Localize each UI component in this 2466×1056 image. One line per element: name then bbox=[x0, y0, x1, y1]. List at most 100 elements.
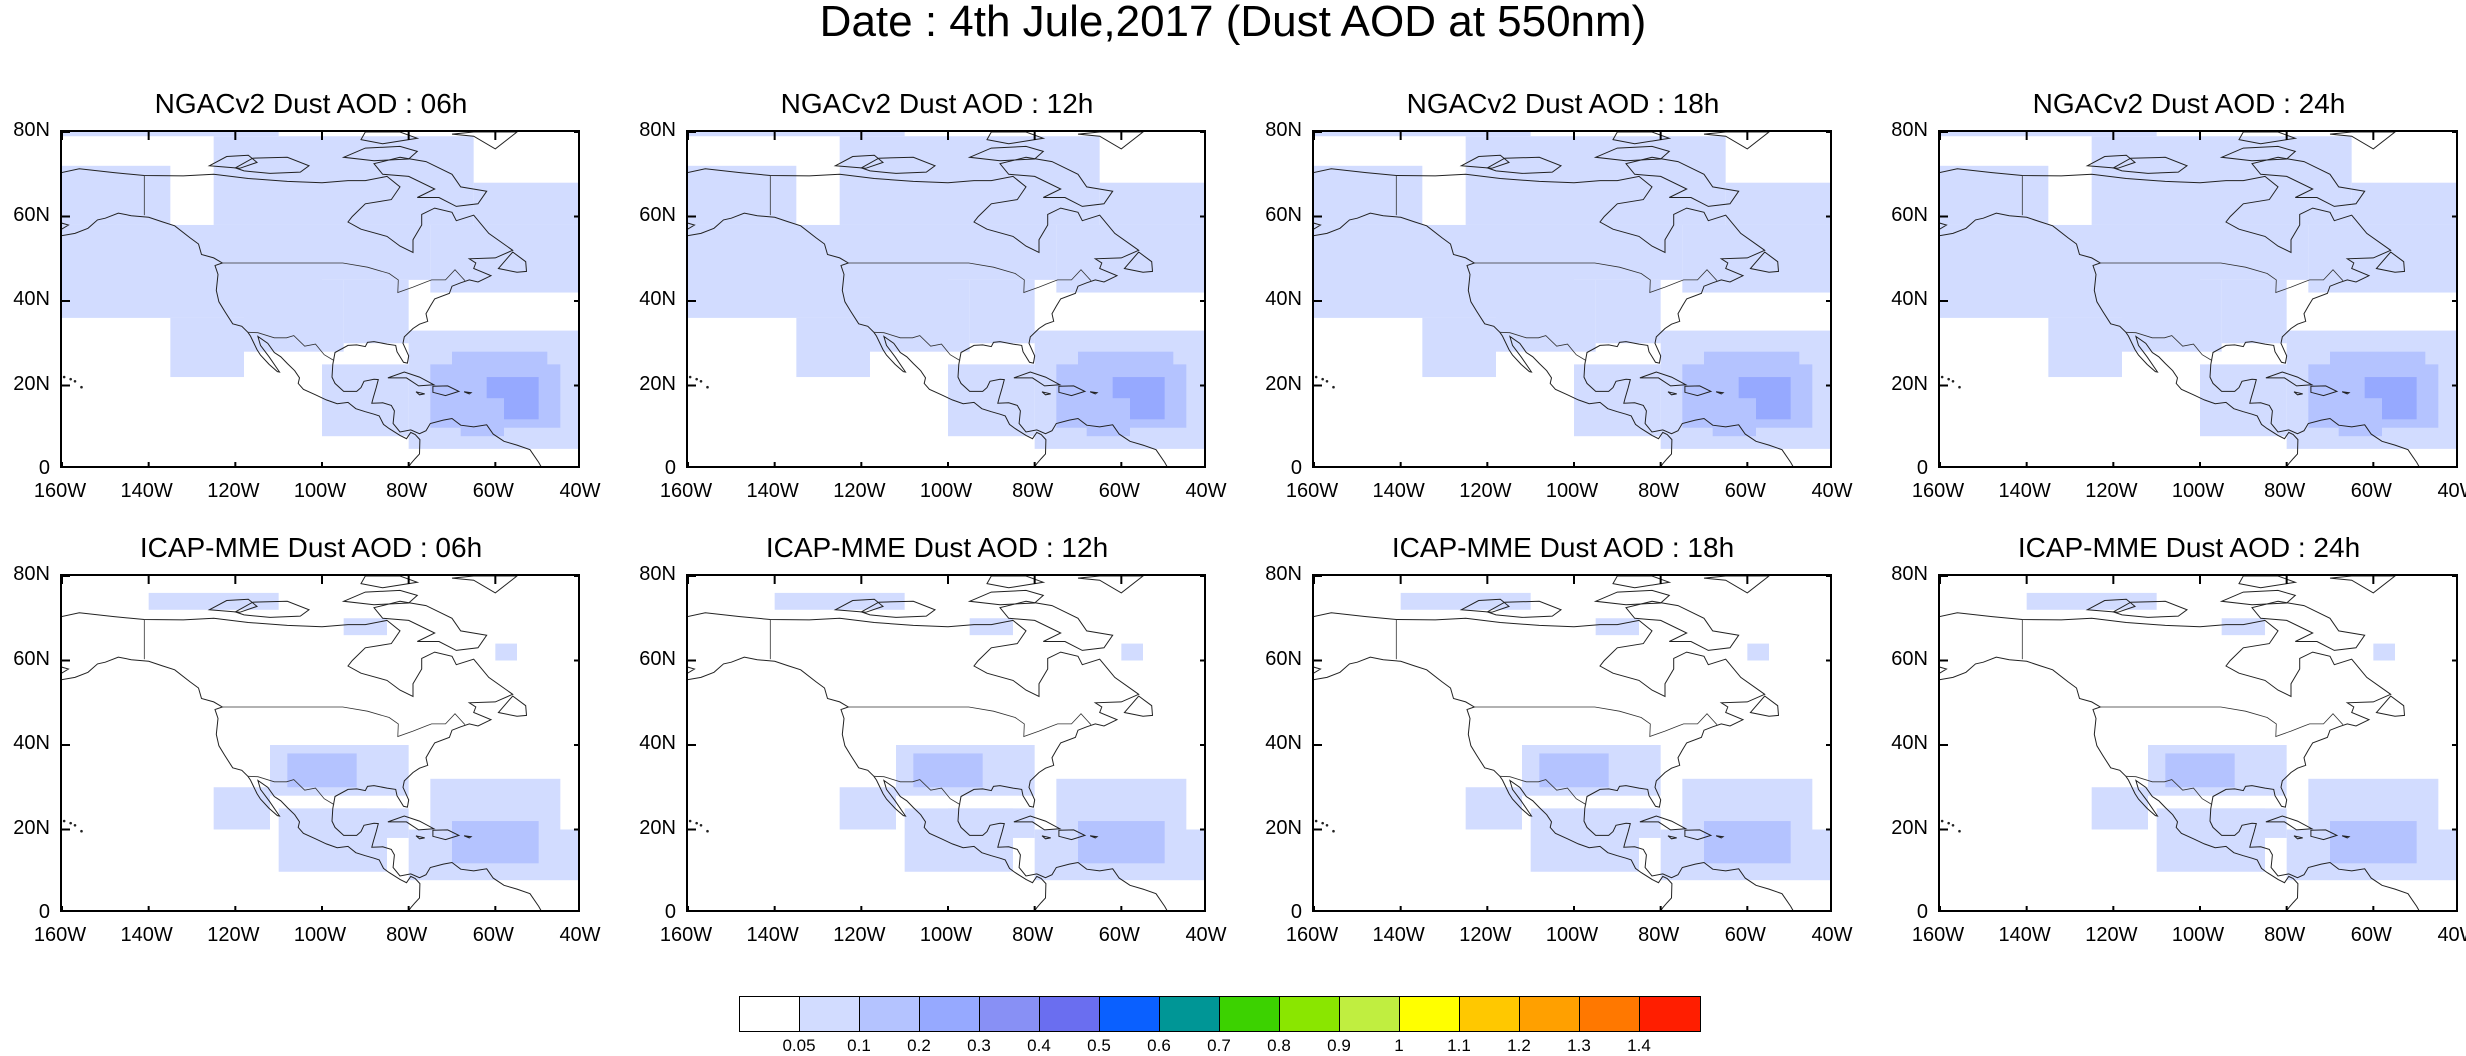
island-outline bbox=[1486, 600, 1563, 618]
lon-label: 40W bbox=[1185, 924, 1227, 946]
aod-cell bbox=[1940, 132, 2157, 137]
colorbar-swatch bbox=[800, 997, 860, 1031]
island-outline bbox=[1612, 132, 1672, 145]
aod-cell bbox=[2252, 753, 2278, 779]
country-border bbox=[247, 775, 335, 805]
island-outline bbox=[1639, 815, 1688, 831]
aod-cell bbox=[343, 618, 387, 636]
panel-title: ICAP-MME Dust AOD : 24h bbox=[2017, 532, 2361, 563]
lat-label: 80N bbox=[13, 119, 50, 141]
island-outline bbox=[2265, 815, 2314, 831]
country-border bbox=[848, 706, 1092, 738]
map-plot-area bbox=[686, 574, 1206, 912]
lat-label: 80N bbox=[1265, 119, 1302, 141]
hawaii-island bbox=[62, 375, 66, 379]
lon-label: 120W bbox=[833, 480, 886, 502]
hawaii-island bbox=[706, 829, 709, 833]
dust-aod-map bbox=[1314, 576, 1830, 910]
lat-label: 60N bbox=[1265, 647, 1302, 670]
colorbar-label: 0.4 bbox=[1027, 1036, 1051, 1055]
lon-label: 160W bbox=[1911, 480, 1965, 502]
colorbar-label: 0.2 bbox=[907, 1036, 931, 1055]
lat-label: 40N bbox=[1891, 732, 1928, 754]
aod-cell bbox=[170, 317, 244, 378]
lon-label: 80W bbox=[2264, 480, 2306, 502]
aod-cell bbox=[1078, 821, 1165, 864]
aod-cell bbox=[1496, 279, 1596, 352]
lat-label: 60N bbox=[1891, 203, 1928, 226]
aod-cell bbox=[1121, 643, 1143, 661]
lon-label: 40W bbox=[1811, 480, 1853, 502]
colorbar-swatch bbox=[1460, 997, 1520, 1031]
aod-cell bbox=[1465, 787, 1522, 830]
lat-label: 20N bbox=[1265, 372, 1302, 395]
lat-label: 60N bbox=[639, 203, 676, 226]
hawaii-island bbox=[1314, 375, 1318, 379]
dust-aod-map bbox=[1940, 132, 2456, 466]
coastline bbox=[62, 612, 542, 910]
aod-cell bbox=[1056, 224, 1204, 293]
map-panel: ICAP-MME Dust AOD : 12h 80N 60N 40N 20N 0 160W… bbox=[626, 532, 1248, 952]
island-outline bbox=[2219, 145, 2297, 162]
island-outline bbox=[999, 600, 1114, 651]
map-plot-area bbox=[1938, 130, 2458, 468]
aod-cell bbox=[244, 279, 344, 352]
aod-cell bbox=[473, 182, 578, 225]
lon-label: 120W bbox=[1459, 480, 1512, 502]
lat-label: 40N bbox=[13, 288, 50, 310]
island-outline bbox=[432, 829, 461, 841]
lon-label: 80W bbox=[386, 924, 428, 946]
hawaii-island bbox=[706, 385, 709, 389]
country-border bbox=[1499, 775, 1587, 805]
country-border bbox=[2125, 331, 2213, 361]
colorbar-label: 0.1 bbox=[847, 1036, 871, 1055]
colorbar-swatch bbox=[1640, 997, 1700, 1031]
lat-label: 20N bbox=[1265, 816, 1302, 839]
colorbar-swatch bbox=[1580, 997, 1640, 1031]
island-outline bbox=[1667, 391, 1677, 396]
island-outline bbox=[207, 598, 259, 613]
island-outline bbox=[463, 835, 473, 839]
hawaii-island bbox=[73, 823, 77, 827]
lon-label: 140W bbox=[746, 924, 799, 946]
lon-label: 100W bbox=[293, 924, 347, 946]
island-outline bbox=[1123, 251, 1154, 273]
aod-cell bbox=[1000, 753, 1026, 779]
lon-label: 160W bbox=[1911, 924, 1965, 946]
island-outline bbox=[1749, 695, 1780, 717]
dust-aod-map bbox=[688, 132, 1204, 466]
lat-label: 80N bbox=[13, 563, 50, 585]
island-outline bbox=[2329, 576, 2396, 594]
island-outline bbox=[207, 154, 259, 169]
dust-aod-map bbox=[1314, 132, 1830, 466]
lon-label: 80W bbox=[1012, 924, 1054, 946]
hawaii-island bbox=[1940, 819, 1944, 823]
lon-label: 140W bbox=[120, 480, 173, 502]
lon-label: 100W bbox=[919, 924, 973, 946]
lon-label: 120W bbox=[2085, 480, 2138, 502]
island-outline bbox=[1667, 835, 1677, 840]
hawaii-island bbox=[80, 385, 83, 389]
hawaii-island bbox=[1321, 821, 1324, 825]
colorbar-label: 0.7 bbox=[1207, 1036, 1231, 1055]
island-outline bbox=[1058, 385, 1087, 397]
lon-label: 60W bbox=[2350, 480, 2392, 502]
aod-cell bbox=[1314, 165, 1423, 225]
lat-label: 60N bbox=[13, 647, 50, 670]
island-outline bbox=[1089, 835, 1099, 839]
aod-cell bbox=[374, 753, 400, 779]
lat-label: 60N bbox=[639, 647, 676, 670]
island-outline bbox=[2219, 589, 2297, 606]
island-outline bbox=[451, 576, 518, 594]
coastline bbox=[688, 612, 1168, 910]
aod-cell bbox=[688, 132, 905, 137]
lon-label: 140W bbox=[120, 924, 173, 946]
map-plot-area bbox=[686, 130, 1206, 468]
island-outline bbox=[2375, 251, 2406, 273]
aod-cell bbox=[1595, 279, 1661, 344]
island-outline bbox=[2310, 385, 2339, 397]
hawaii-island bbox=[69, 377, 72, 381]
aod-cell bbox=[62, 132, 279, 137]
lon-label: 140W bbox=[1372, 480, 1425, 502]
lon-label: 60W bbox=[1098, 924, 1140, 946]
